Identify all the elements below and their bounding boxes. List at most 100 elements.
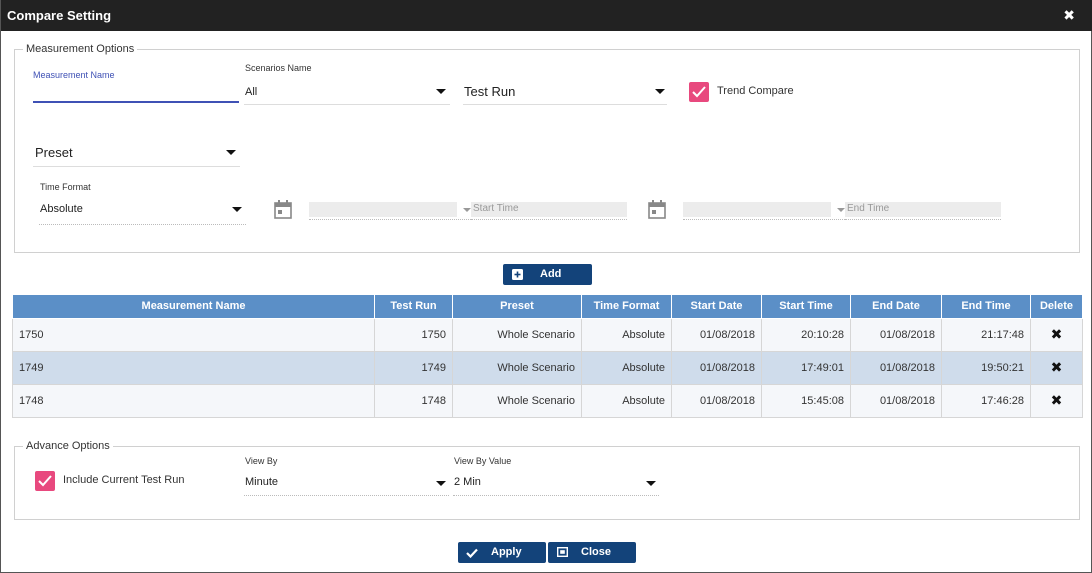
start-date-cell: 01/08/2018: [671, 350, 762, 385]
end-date-cell: 01/08/2018: [850, 317, 942, 352]
column-header[interactable]: Delete: [1030, 295, 1083, 319]
calendar-icon[interactable]: [648, 200, 666, 219]
measurement-name-cell: 1748: [12, 383, 375, 418]
chevron-down-icon: [232, 207, 242, 212]
add-button-label: Add: [540, 268, 562, 280]
start-date-input[interactable]: [309, 202, 457, 217]
include-current-test-run-label: Include Current Test Run: [63, 474, 185, 486]
preset-cell: Whole Scenario: [452, 317, 582, 352]
time-format-value: Absolute: [40, 203, 83, 215]
preset-select[interactable]: Preset: [33, 140, 240, 167]
advance-options-group: Advance Options: [14, 439, 1080, 520]
scenarios-select[interactable]: All: [244, 78, 450, 105]
column-header[interactable]: End Date: [850, 295, 942, 319]
test-run-cell: 1748: [374, 383, 453, 418]
end-time-input[interactable]: End Time: [845, 202, 1001, 217]
start-time-cell: 15:45:08: [761, 383, 851, 418]
end-time-placeholder: End Time: [847, 203, 890, 214]
end-date-input[interactable]: [683, 202, 831, 217]
column-header[interactable]: Preset: [452, 295, 582, 319]
delete-icon[interactable]: ✖: [1050, 326, 1063, 342]
start-date-cell: 01/08/2018: [671, 317, 762, 352]
end-time-underline: [845, 219, 1001, 220]
delete-icon[interactable]: ✖: [1050, 392, 1063, 408]
delete-cell: ✖: [1030, 317, 1083, 352]
start-date-cell: 01/08/2018: [671, 383, 762, 418]
chevron-down-icon: [226, 150, 236, 155]
column-header[interactable]: Test Run: [374, 295, 453, 319]
end-date-cell: 01/08/2018: [850, 350, 942, 385]
chevron-down-icon: [436, 481, 446, 486]
measurement-name-cell: 1750: [12, 317, 375, 352]
test-run-select[interactable]: Test Run: [463, 78, 667, 105]
check-icon: [38, 475, 52, 487]
measurement-options-group: Measurement Options: [14, 42, 1080, 253]
view-by-value-label: View By Value: [454, 456, 512, 466]
table-row[interactable]: 1749 1749 Whole Scenario Absolute 01/08/…: [12, 350, 1083, 385]
table-row[interactable]: 1748 1748 Whole Scenario Absolute 01/08/…: [12, 383, 1083, 418]
delete-icon[interactable]: ✖: [1050, 359, 1063, 375]
trend-compare-checkbox[interactable]: [689, 82, 709, 102]
delete-cell: ✖: [1030, 350, 1083, 385]
scenarios-value: All: [245, 86, 258, 98]
close-window-icon: [557, 547, 568, 557]
column-header[interactable]: Start Time: [761, 295, 851, 319]
end-time-cell: 21:17:48: [941, 317, 1031, 352]
view-by-value-select[interactable]: 2 Min: [453, 470, 659, 496]
start-time-underline: [471, 219, 627, 220]
test-run-cell: 1750: [374, 317, 453, 352]
time-format-label: Time Format: [40, 182, 91, 192]
close-button[interactable]: Close: [548, 542, 636, 563]
table-row[interactable]: 1750 1750 Whole Scenario Absolute 01/08/…: [12, 317, 1083, 352]
view-by-select[interactable]: Minute: [244, 470, 449, 496]
time-format-select[interactable]: Absolute: [39, 196, 246, 225]
start-time-input[interactable]: Start Time: [471, 202, 627, 217]
preset-value: Preset: [35, 145, 73, 160]
start-date-underline: [309, 219, 475, 220]
trend-compare-label: Trend Compare: [717, 85, 794, 97]
chevron-down-icon[interactable]: [463, 208, 471, 212]
preset-cell: Whole Scenario: [452, 350, 582, 385]
measurement-options-legend: Measurement Options: [23, 42, 138, 56]
close-button-label: Close: [581, 546, 611, 558]
end-time-cell: 17:46:28: [941, 383, 1031, 418]
column-header[interactable]: Measurement Name: [12, 295, 375, 319]
measurement-name-underline: [33, 101, 239, 103]
start-time-cell: 20:10:28: [761, 317, 851, 352]
test-run-value: Test Run: [464, 84, 516, 99]
time-format-cell: Absolute: [581, 350, 672, 385]
add-button[interactable]: Add: [503, 264, 592, 285]
calendar-icon[interactable]: [274, 200, 292, 219]
start-time-placeholder: Start Time: [473, 203, 519, 214]
end-time-cell: 19:50:21: [941, 350, 1031, 385]
close-icon[interactable]: ✖: [1063, 7, 1075, 23]
chevron-down-icon[interactable]: [837, 208, 845, 212]
column-header[interactable]: Time Format: [581, 295, 672, 319]
view-by-value: Minute: [245, 476, 279, 488]
view-by-value-value: 2 Min: [454, 476, 481, 488]
column-header[interactable]: End Time: [941, 295, 1031, 319]
column-header[interactable]: Start Date: [671, 295, 762, 319]
include-current-test-run-checkbox[interactable]: [35, 471, 55, 491]
measurement-table: Measurement Name Test Run Preset Time Fo…: [12, 295, 1083, 418]
start-time-cell: 17:49:01: [761, 350, 851, 385]
preset-cell: Whole Scenario: [452, 383, 582, 418]
chevron-down-icon: [436, 89, 446, 94]
chevron-down-icon: [655, 89, 665, 94]
delete-cell: ✖: [1030, 383, 1083, 418]
measurement-name-label: Measurement Name: [33, 70, 115, 80]
apply-button[interactable]: Apply: [458, 542, 546, 563]
apply-button-label: Apply: [491, 546, 522, 558]
measurement-name-input[interactable]: [33, 84, 239, 102]
measurement-name-cell: 1749: [12, 350, 375, 385]
check-icon: [692, 86, 706, 98]
time-format-cell: Absolute: [581, 317, 672, 352]
end-date-cell: 01/08/2018: [850, 383, 942, 418]
end-date-underline: [683, 219, 849, 220]
dialog-titlebar: Compare Setting ✖: [1, 0, 1092, 31]
test-run-cell: 1749: [374, 350, 453, 385]
advance-options-legend: Advance Options: [23, 439, 113, 453]
scenarios-name-label: Scenarios Name: [245, 63, 312, 73]
chevron-down-icon: [646, 481, 656, 486]
